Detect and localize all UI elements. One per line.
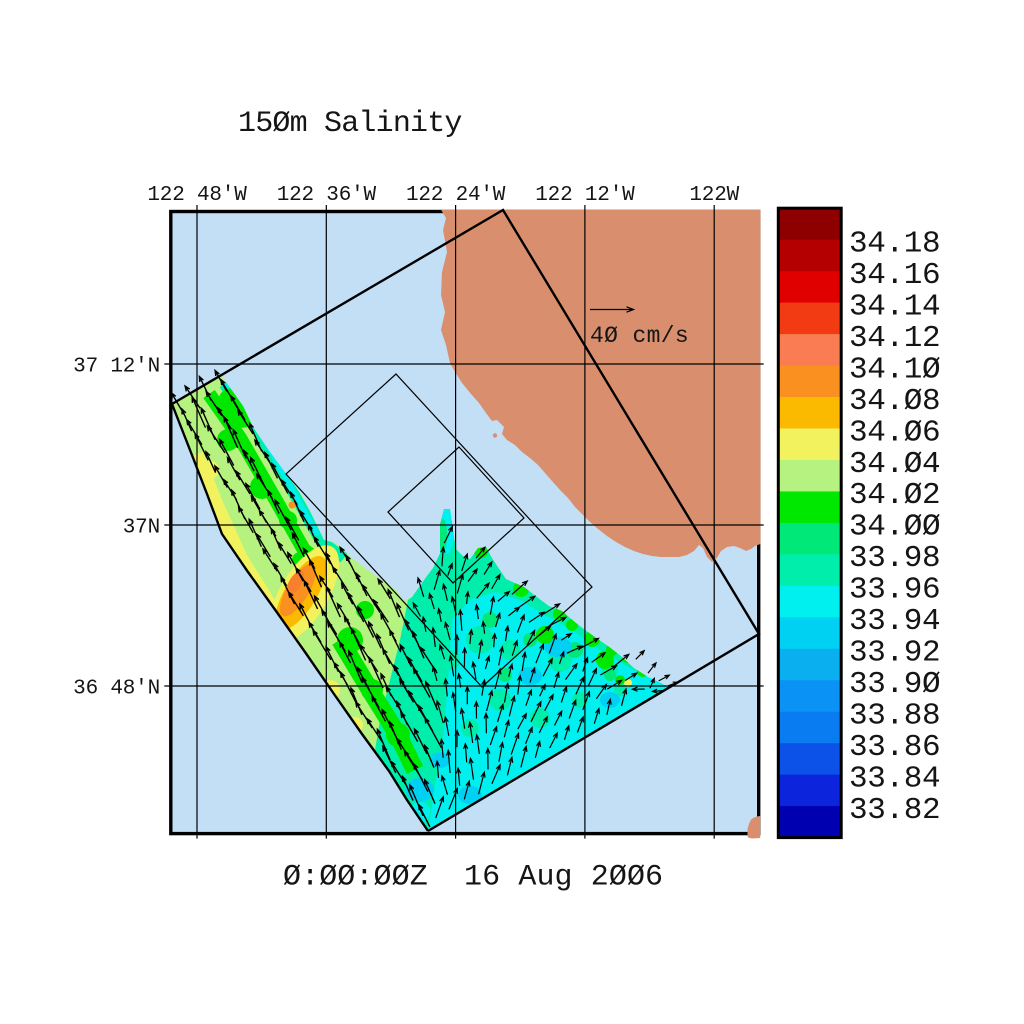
svg-text:34.Ø8: 34.Ø8 [849,384,940,419]
svg-text:34.12: 34.12 [849,321,940,356]
svg-text:122W: 122W [689,184,739,207]
svg-text:33.84: 33.84 [849,761,940,796]
svg-text:34.Ø6: 34.Ø6 [849,415,940,450]
svg-text:37N: 37N [123,517,160,540]
svg-text:34.Ø4: 34.Ø4 [849,447,940,482]
svg-text:33.86: 33.86 [849,730,940,765]
svg-text:4Ø cm/s: 4Ø cm/s [590,323,689,349]
svg-text:122 12'W: 122 12'W [535,184,635,207]
svg-text:34.16: 34.16 [849,258,940,293]
svg-text:33.96: 33.96 [849,573,940,608]
svg-text:122 48'W: 122 48'W [147,184,247,207]
svg-text:33.88: 33.88 [849,699,940,734]
svg-text:37 12'N: 37 12'N [73,356,160,379]
svg-text:34.ØØ: 34.ØØ [849,510,940,545]
svg-text:33.94: 33.94 [849,604,940,639]
svg-text:33.82: 33.82 [849,793,940,828]
svg-text:Ø:ØØ:ØØZ 16 Aug 2ØØ6: Ø:ØØ:ØØZ 16 Aug 2ØØ6 [283,861,663,895]
svg-text:34.1Ø: 34.1Ø [849,352,940,387]
svg-text:15Øm Salinity: 15Øm Salinity [238,107,462,141]
svg-text:34.Ø2: 34.Ø2 [849,478,940,513]
svg-text:34.18: 34.18 [849,226,940,261]
svg-text:33.98: 33.98 [849,541,940,576]
svg-text:33.9Ø: 33.9Ø [849,667,940,702]
svg-text:33.92: 33.92 [849,636,940,671]
svg-text:36 48'N: 36 48'N [73,678,160,701]
svg-text:122 36'W: 122 36'W [277,184,377,207]
svg-text:122 24'W: 122 24'W [406,184,506,207]
svg-text:34.14: 34.14 [849,289,940,324]
